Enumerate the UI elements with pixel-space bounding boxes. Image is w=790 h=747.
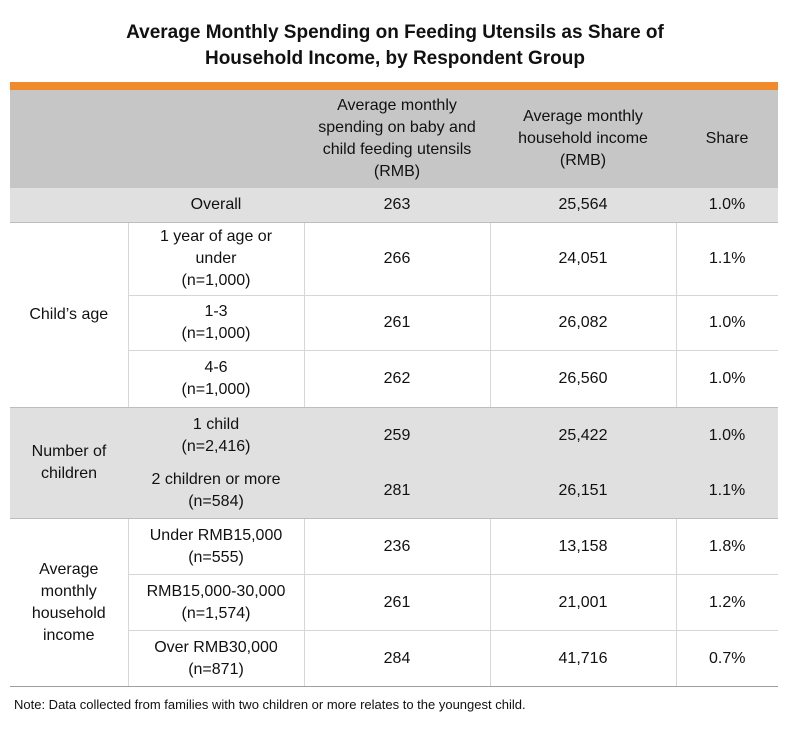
cell-income: 25,422 [490,407,676,464]
cell-income: 26,082 [489,295,676,351]
chart-title-line-1: Average Monthly Spending on Feeding Uten… [126,22,664,43]
cell-share: 1.1% [676,463,778,519]
row-label-line: RMB15,000-30,000 [146,582,286,600]
table-row-overall: Overall 263 25,564 1.0% [10,188,778,223]
cell-income: 25,564 [490,188,676,223]
row-label-line: 4-6 [204,359,228,376]
overall-blank [10,188,128,223]
table-row: 4-6 (n=1,000) 262 26,560 1.0% [10,350,778,408]
table-row: Number of children 1 child (n=2,416) 259… [10,407,778,519]
header-row: Average monthly spending on baby and chi… [10,90,778,188]
row-label-line: 1 year of age or [159,228,273,245]
cell-spending: 266 [303,222,490,296]
cell-share: 1.2% [675,574,778,631]
row-label: 4-6 (n=1,000) [127,350,304,408]
group-label-childs-age: Child’s age [10,222,128,408]
cell-spending: 281 [304,463,490,519]
cell-share: 1.0% [675,350,778,408]
cell-income: 21,001 [489,574,676,631]
group-label-line: Average [39,560,99,578]
cell-spending: 261 [303,574,490,631]
cell-income: 13,158 [489,518,676,575]
group-label-line: children [40,465,98,482]
cell-spending: 236 [303,518,490,575]
row-label: 1 year of age or under (n=1,000) [127,222,304,296]
row-label: 1 child (n=2,416) [128,407,304,464]
table-row: 2 children or more (n=584) 281 26,151 1.… [10,463,778,519]
orange-accent-bar [10,82,778,90]
table-row: Child’s age 1 year of age or under (n=1,… [10,222,778,408]
cell-income: 24,051 [489,222,676,296]
group-label-line: monthly [40,582,97,600]
header-spending: Average monthly spending on baby and chi… [304,90,490,188]
row-sample-size: (n=1,574) [181,604,251,622]
row-label-line: 1 child [192,415,240,433]
row-sample-size: (n=2,416) [181,437,251,455]
chart-title-line-2: Household Income, by Respondent Group [204,48,586,69]
row-label-line: 2 children or more [151,470,281,488]
header-blank-label [128,90,304,188]
chart-title: Average Monthly Spending on Feeding Uten… [0,20,790,72]
row-label: 2 children or more (n=584) [128,463,304,519]
row-label: 1-3 (n=1,000) [127,295,304,351]
cell-share: 1.8% [675,518,778,575]
cell-spending: 259 [304,407,490,464]
header-income: Average monthly household income (RMB) [490,90,676,188]
cell-income: 41,716 [489,630,676,687]
cell-share: 1.1% [675,222,778,296]
cell-spending: 262 [303,350,490,408]
group-label-line: household [31,604,106,622]
table-row: Average monthly household income Under R… [10,518,778,687]
row-label-line: Under RMB15,000 [149,526,283,544]
cell-share: 1.0% [675,295,778,351]
cell-income: 26,560 [489,350,676,408]
row-sample-size: (n=584) [188,492,244,510]
row-label-line: under [195,250,237,267]
cell-spending: 261 [303,295,490,351]
cell-share: 0.7% [675,630,778,687]
row-label-line: Over RMB30,000 [154,638,278,656]
row-label: RMB15,000-30,000 (n=1,574) [127,574,304,631]
row-sample-size: (n=1,000) [181,272,251,289]
cell-spending: 284 [303,630,490,687]
table-row: 1-3 (n=1,000) 261 26,082 1.0% [10,295,778,351]
row-label-overall: Overall [128,188,304,223]
table-row: RMB15,000-30,000 (n=1,574) 261 21,001 1.… [10,574,778,631]
cell-spending: 263 [304,188,490,223]
group-label-number-of-children: Number of children [10,407,128,519]
group-label-household-income: Average monthly household income [10,518,128,687]
header-blank-group [10,90,128,188]
table-bottom-rule [10,686,778,687]
row-sample-size: (n=1,000) [181,325,251,342]
group-label-line: income [42,626,95,644]
footnote: Note: Data collected from families with … [14,697,526,712]
group-label-line: Number of [31,443,107,460]
row-label-line: 1-3 [204,303,228,320]
row-label: Under RMB15,000 (n=555) [127,518,304,575]
row-sample-size: (n=555) [188,548,244,566]
cell-share: 1.0% [676,407,778,464]
cell-income: 26,151 [490,463,676,519]
row-sample-size: (n=1,000) [181,381,251,398]
cell-share: 1.0% [676,188,778,223]
header-share: Share [676,90,778,188]
data-table: Average monthly spending on baby and chi… [10,90,778,687]
row-sample-size: (n=871) [188,660,244,678]
row-label: Over RMB30,000 (n=871) [127,630,304,687]
table-row: Over RMB30,000 (n=871) 284 41,716 0.7% [10,630,778,687]
